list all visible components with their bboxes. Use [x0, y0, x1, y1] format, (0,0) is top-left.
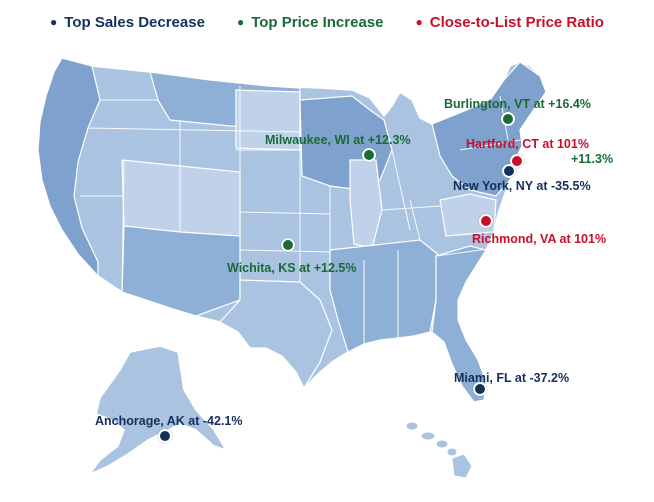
hawaii-shape: [405, 421, 473, 479]
city-label-anchorage: Anchorage, AK at -42.1%: [95, 414, 243, 428]
city-pin-hartford: [510, 154, 524, 168]
southeast-region: [431, 245, 487, 403]
northeast-region: [431, 61, 547, 197]
legend-dot-icon: ●: [50, 15, 58, 29]
texas-region: [219, 279, 333, 390]
city-label-newyork: New York, NY at -35.5%: [453, 179, 591, 193]
city-pin-richmond: [479, 214, 493, 228]
legend-item-ratio: ● Close-to-List Price Ratio: [415, 14, 603, 31]
city-label-wichita: Wichita, KS at +12.5%: [227, 261, 357, 275]
city-pin-miami: [473, 382, 487, 396]
city-pin-wichita: [281, 238, 295, 252]
southwest-region: [121, 225, 241, 317]
city-pin-milwaukee: [362, 148, 376, 162]
legend-label: Top Price Increase: [251, 13, 384, 31]
midsouth-region: [329, 239, 441, 353]
city-pin-anchorage: [158, 429, 172, 443]
city-pin-burlington: [501, 112, 515, 126]
legend: ● Top Sales Decrease ● Top Price Increas…: [0, 0, 654, 44]
city-label-richmond: Richmond, VA at 101%: [472, 232, 607, 246]
city-label-burlington: Burlington, VT at +16.4%: [444, 97, 591, 111]
legend-item-sales-decrease: ● Top Sales Decrease: [50, 14, 205, 31]
city-label-milwaukee: Milwaukee, WI at +12.3%: [265, 133, 411, 147]
utah-colorado-region: [121, 159, 241, 237]
city-pin-newyork: [502, 164, 516, 178]
legend-item-price-increase: ● Top Price Increase: [237, 14, 384, 31]
legend-dot-icon: ●: [415, 15, 423, 29]
legend-label: Top Sales Decrease: [64, 13, 205, 31]
alaska-shape: [87, 345, 228, 476]
west-coast-region: [37, 57, 101, 278]
city-label-hartford: Hartford, CT at 101%: [466, 137, 589, 151]
legend-label: Close-to-List Price Ratio: [429, 13, 604, 31]
city-label-hartford-note: +11.3%: [571, 152, 614, 166]
city-label-miami: Miami, FL at -37.2%: [454, 371, 570, 385]
legend-dot-icon: ●: [236, 15, 245, 29]
